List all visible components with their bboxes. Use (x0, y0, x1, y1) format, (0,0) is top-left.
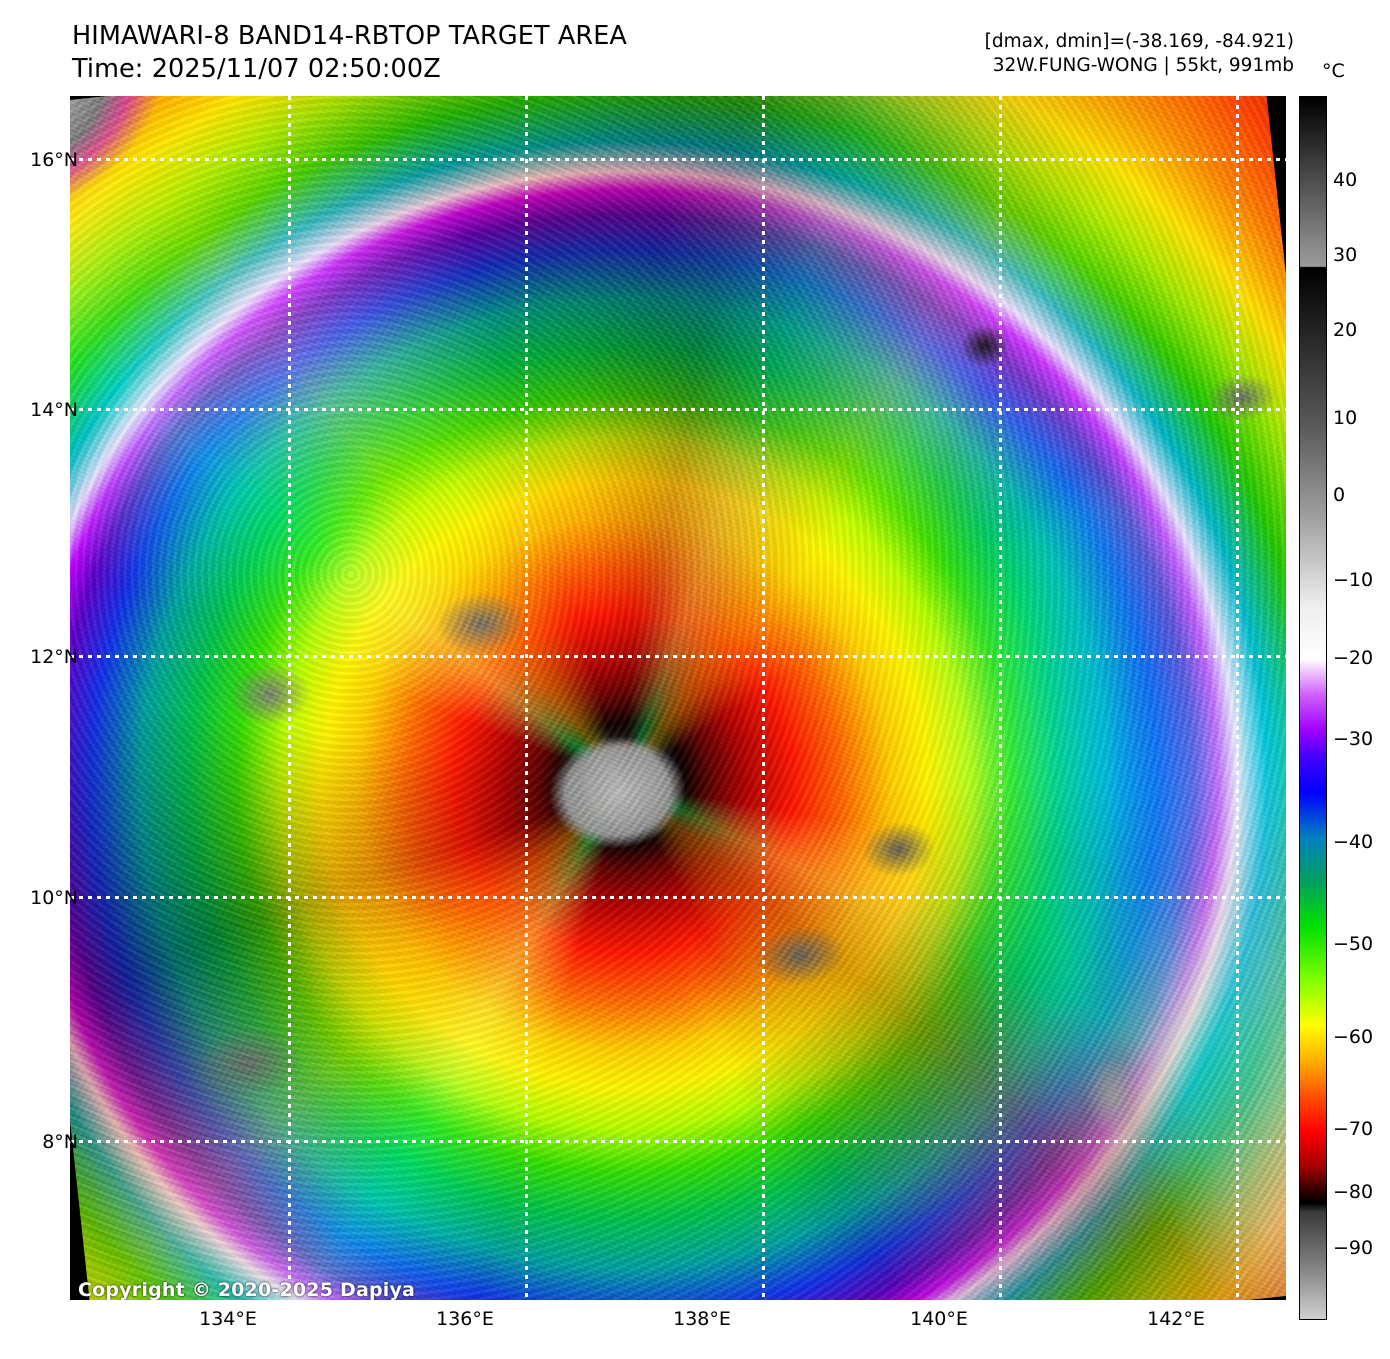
copyright-label: Copyright © 2020-2025 Dapiya (78, 1279, 416, 1300)
page-title: HIMAWARI-8 BAND14-RBTOP TARGET AREA (72, 21, 627, 51)
colorbar-tick-m50: −50 (1333, 933, 1374, 955)
colorbar-tick-10: 10 (1333, 407, 1358, 429)
satellite-swath (70, 96, 1286, 1300)
xtick-label-142E: 142°E (1147, 1308, 1205, 1330)
xtick-label-134E: 134°E (199, 1308, 257, 1330)
ytick-label-16N: 16°N (30, 149, 78, 171)
colorbar-gradient (1300, 97, 1326, 1319)
colorbar-tick-m80: −80 (1333, 1181, 1374, 1203)
colorbar-unit-label: °C (1322, 60, 1345, 82)
header-meta-block: [dmax, dmin]=(-38.169, -84.921) 32W.FUNG… (985, 30, 1294, 78)
ytick-label-12N: 12°N (30, 646, 78, 668)
colorbar-tick-20: 20 (1333, 319, 1358, 341)
header-title-block: HIMAWARI-8 BAND14-RBTOP TARGET AREA Time… (72, 20, 627, 86)
storm-info-label: 32W.FUNG-WONG | 55kt, 991mb (992, 55, 1294, 77)
colorbar-tick-m40: −40 (1333, 831, 1374, 853)
xtick-label-138E: 138°E (673, 1308, 731, 1330)
colorbar-tick-0: 0 (1333, 484, 1346, 506)
data-range-label: [dmax, dmin]=(-38.169, -84.921) (984, 31, 1294, 52)
ir-texture-grain-fine (70, 96, 1286, 1300)
satellite-swath-clip (70, 96, 1286, 1300)
xtick-label-140E: 140°E (910, 1308, 968, 1330)
colorbar-tick-m10: −10 (1333, 569, 1374, 591)
timestamp-line: Time: 2025/11/07 02:50:00Z (72, 54, 441, 85)
colorbar-tick-m90: −90 (1333, 1237, 1374, 1259)
satellite-image-plot[interactable]: Copyright © 2020-2025 Dapiya (70, 96, 1286, 1300)
colorbar-tick-m20: −20 (1333, 647, 1374, 669)
colorbar-tick-40: 40 (1333, 169, 1358, 191)
ytick-label-10N: 10°N (30, 887, 78, 909)
colorbar[interactable] (1299, 96, 1327, 1320)
xtick-label-136E: 136°E (436, 1308, 494, 1330)
ytick-label-14N: 14°N (30, 399, 78, 421)
ytick-label-8N: 8°N (42, 1131, 78, 1153)
colorbar-tick-30: 30 (1333, 244, 1358, 266)
colorbar-tick-m60: −60 (1333, 1026, 1374, 1048)
colorbar-tick-m30: −30 (1333, 728, 1374, 750)
colorbar-tick-m70: −70 (1333, 1118, 1374, 1140)
